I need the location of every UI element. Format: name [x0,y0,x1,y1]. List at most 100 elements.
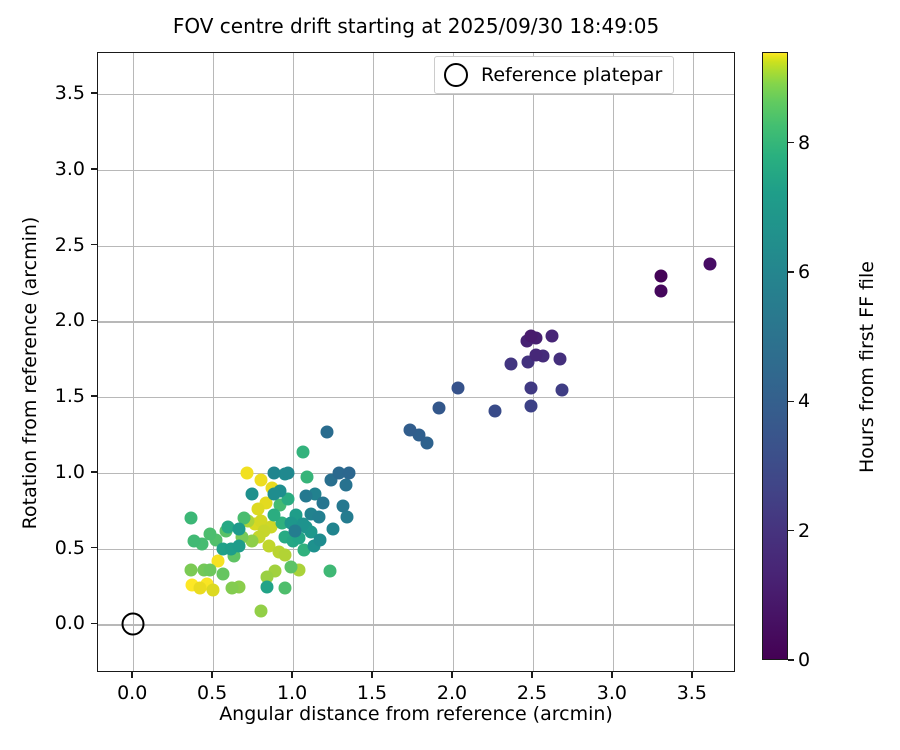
scatter-point [187,534,201,548]
x-tick [211,672,213,678]
gridline-vertical [373,53,375,671]
scatter-point [313,533,327,547]
scatter-point [232,539,246,553]
scatter-point [193,581,207,595]
colorbar-tick [788,400,794,403]
x-tick-label: 3.0 [596,682,627,704]
y-tick [91,92,97,94]
scatter-point [703,257,717,271]
y-tick [91,167,97,170]
y-tick-label: 1.5 [54,385,85,408]
x-tick-label: 1.5 [356,682,388,704]
scatter-point [203,563,217,577]
scatter-point [340,510,354,524]
scatter-point [284,560,298,574]
x-tick-label: 3.5 [676,682,707,704]
gridline-vertical [612,53,615,671]
scatter-point [281,466,295,480]
scatter-point [211,554,225,568]
y-tick-label: 3.5 [54,81,85,104]
gridline-vertical [692,53,695,671]
scatter-point [326,522,340,536]
gridline-vertical [133,53,135,671]
scatter-point [555,383,569,397]
y-tick [91,319,97,322]
scatter-point [260,580,274,594]
y-tick [91,395,97,397]
gridline-horizontal [98,397,734,399]
scatter-point [432,401,446,415]
gridline-horizontal [98,93,734,96]
scatter-point [524,329,538,343]
colorbar-tick-label: 2 [798,519,811,542]
scatter-point [504,357,518,371]
scatter-point [553,352,567,366]
gridline-horizontal [98,624,734,626]
scatter-point [278,548,292,562]
colorbar-gradient [762,52,788,660]
legend: Reference platepar [434,56,675,94]
gridline-vertical [213,53,215,671]
gridline-horizontal [98,169,734,172]
scatter-point [320,425,334,439]
colorbar-label: Hours from first FF file [856,261,878,473]
gridline-horizontal [98,548,734,550]
scatter-point [524,399,538,413]
colorbar-tick [788,141,794,144]
page-title: FOV centre drift starting at 2025/09/30 … [172,14,660,38]
y-tick-label: 0.5 [54,536,85,559]
scatter-point [529,348,543,362]
grid-lines [98,53,734,671]
x-tick [531,672,533,678]
gridline-vertical [293,53,295,671]
scatter-point [184,511,198,525]
plot-axes [97,52,735,672]
scatter-point [300,470,314,484]
scatter-point [488,404,502,418]
x-tick-label: 2.5 [516,682,548,704]
scatter-point [237,511,250,525]
x-tick [451,672,453,678]
scatter-point [336,499,350,513]
scatter-point [203,527,217,541]
y-tick [91,471,97,473]
scatter-point [254,604,268,618]
scatter-point [339,478,353,492]
x-tick-label: 0.5 [197,682,228,704]
colorbar-tick-label: 6 [798,260,811,283]
x-tick [691,672,693,678]
reference-platepar-marker-icon [444,63,468,87]
x-tick-label: 2.0 [436,682,468,704]
scatter-point [524,381,538,395]
scatter-point [323,564,337,578]
scatter-point [245,487,258,501]
x-tick-label: 1.0 [276,682,308,704]
scatter-point [216,567,230,581]
y-tick [91,243,97,246]
scatter-point [267,487,281,501]
scatter-point [296,445,310,459]
scatter-point [267,508,281,522]
y-axis-label: Rotation from reference (arcmin) [19,216,41,530]
scatter-point [184,563,198,577]
y-tick-label: 2.0 [54,309,85,332]
legend-entry-label: Reference platepar [481,64,663,86]
scatter-data-layer [98,53,734,671]
x-tick [291,672,293,678]
gridline-horizontal [98,245,734,247]
colorbar-tick-label: 0 [798,649,811,671]
reference-platepar-point [121,612,145,636]
x-axis-label: Angular distance from reference (arcmin) [219,703,613,725]
scatter-point [288,524,302,537]
y-tick [91,546,97,549]
scatter-point [299,489,313,503]
x-tick [611,672,613,678]
colorbar-tick [788,271,794,273]
scatter-point [654,284,668,298]
scatter-point [545,329,559,343]
colorbar-tick-label: 8 [798,131,811,154]
colorbar-tick [788,529,794,532]
colorbar-tick-label: 4 [798,390,811,413]
y-tick-label: 0.0 [54,612,85,635]
